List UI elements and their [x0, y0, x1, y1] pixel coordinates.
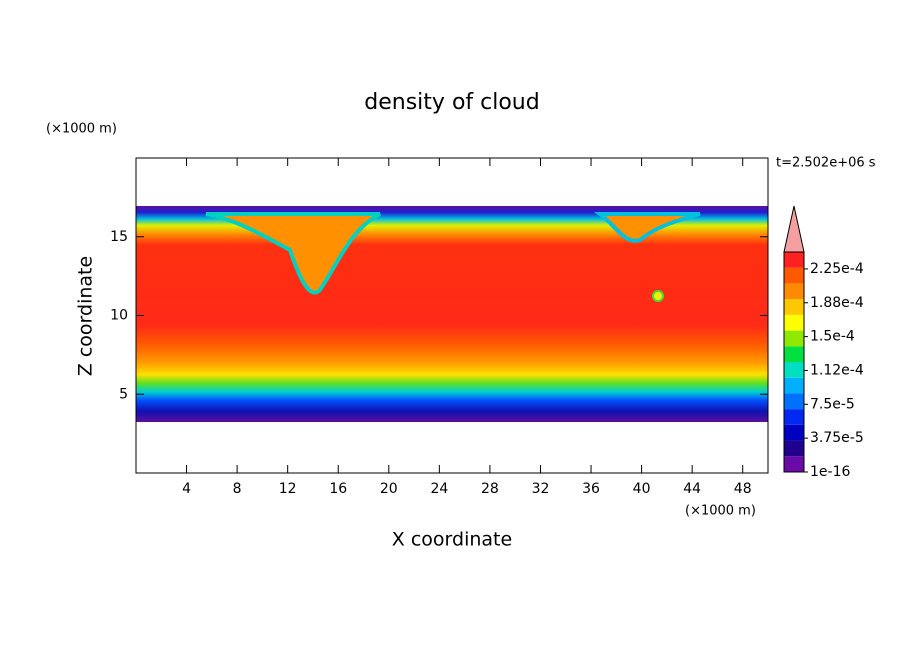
colorbar-band — [784, 252, 804, 268]
y-unit: (×1000 m) — [46, 122, 117, 137]
x-tick-label: 12 — [279, 481, 297, 497]
colorbar-band — [784, 267, 804, 284]
y-axis-label: Z coordinate — [75, 256, 97, 376]
field-dip — [205, 212, 381, 295]
colorbar-band — [784, 346, 804, 362]
colorbar-tick-label: 7.5e-5 — [810, 396, 855, 412]
field-dip — [593, 212, 701, 243]
time-label: t=2.502e+06 s — [776, 156, 876, 171]
x-tick-label: 20 — [380, 481, 398, 497]
colorbar-band — [784, 456, 804, 472]
colorbar-tick-label: 2.25e-4 — [810, 261, 864, 277]
colorbar-band — [784, 424, 804, 441]
colorbar-band — [784, 377, 804, 394]
y-tick-label: 15 — [110, 229, 128, 245]
colorbar-band — [784, 330, 804, 347]
y-tick-label: 5 — [119, 386, 128, 402]
contour-field — [136, 206, 768, 422]
colorbar-band — [784, 440, 804, 457]
colorbar-band — [784, 409, 804, 425]
x-tick-label: 40 — [633, 481, 651, 497]
x-tick-label: 8 — [233, 481, 242, 497]
x-tick-label: 24 — [430, 481, 448, 497]
colorbar-tick-label: 1.5e-4 — [810, 329, 855, 345]
chart-title: density of cloud — [364, 90, 539, 115]
x-tick-label: 16 — [329, 481, 347, 497]
x-unit: (×1000 m) — [685, 504, 756, 519]
x-tick-label: 44 — [683, 481, 701, 497]
x-tick-label: 36 — [582, 481, 600, 497]
x-axis-label: X coordinate — [392, 529, 512, 551]
field-bands — [136, 206, 768, 422]
colorbar-tick-label: 1.88e-4 — [810, 295, 864, 311]
colorbar-tick-label: 3.75e-5 — [810, 430, 864, 446]
colorbar-band — [784, 299, 804, 315]
colorbar-band — [784, 283, 804, 300]
colorbar-band — [784, 362, 804, 378]
colorbar-tick-label: 1.12e-4 — [810, 362, 864, 378]
x-tick-label: 28 — [481, 481, 499, 497]
field-blob — [652, 290, 664, 302]
y-tick-label: 10 — [110, 308, 128, 324]
colorbar-frame — [783, 251, 805, 473]
colorbar-extension — [783, 205, 805, 253]
colorbar-tick-label: 1e-16 — [810, 464, 850, 480]
x-tick-label: 4 — [182, 481, 191, 497]
x-tick-label: 48 — [734, 481, 752, 497]
colorbar-band — [784, 314, 804, 331]
colorbar-band — [784, 393, 804, 410]
x-tick-label: 32 — [532, 481, 550, 497]
